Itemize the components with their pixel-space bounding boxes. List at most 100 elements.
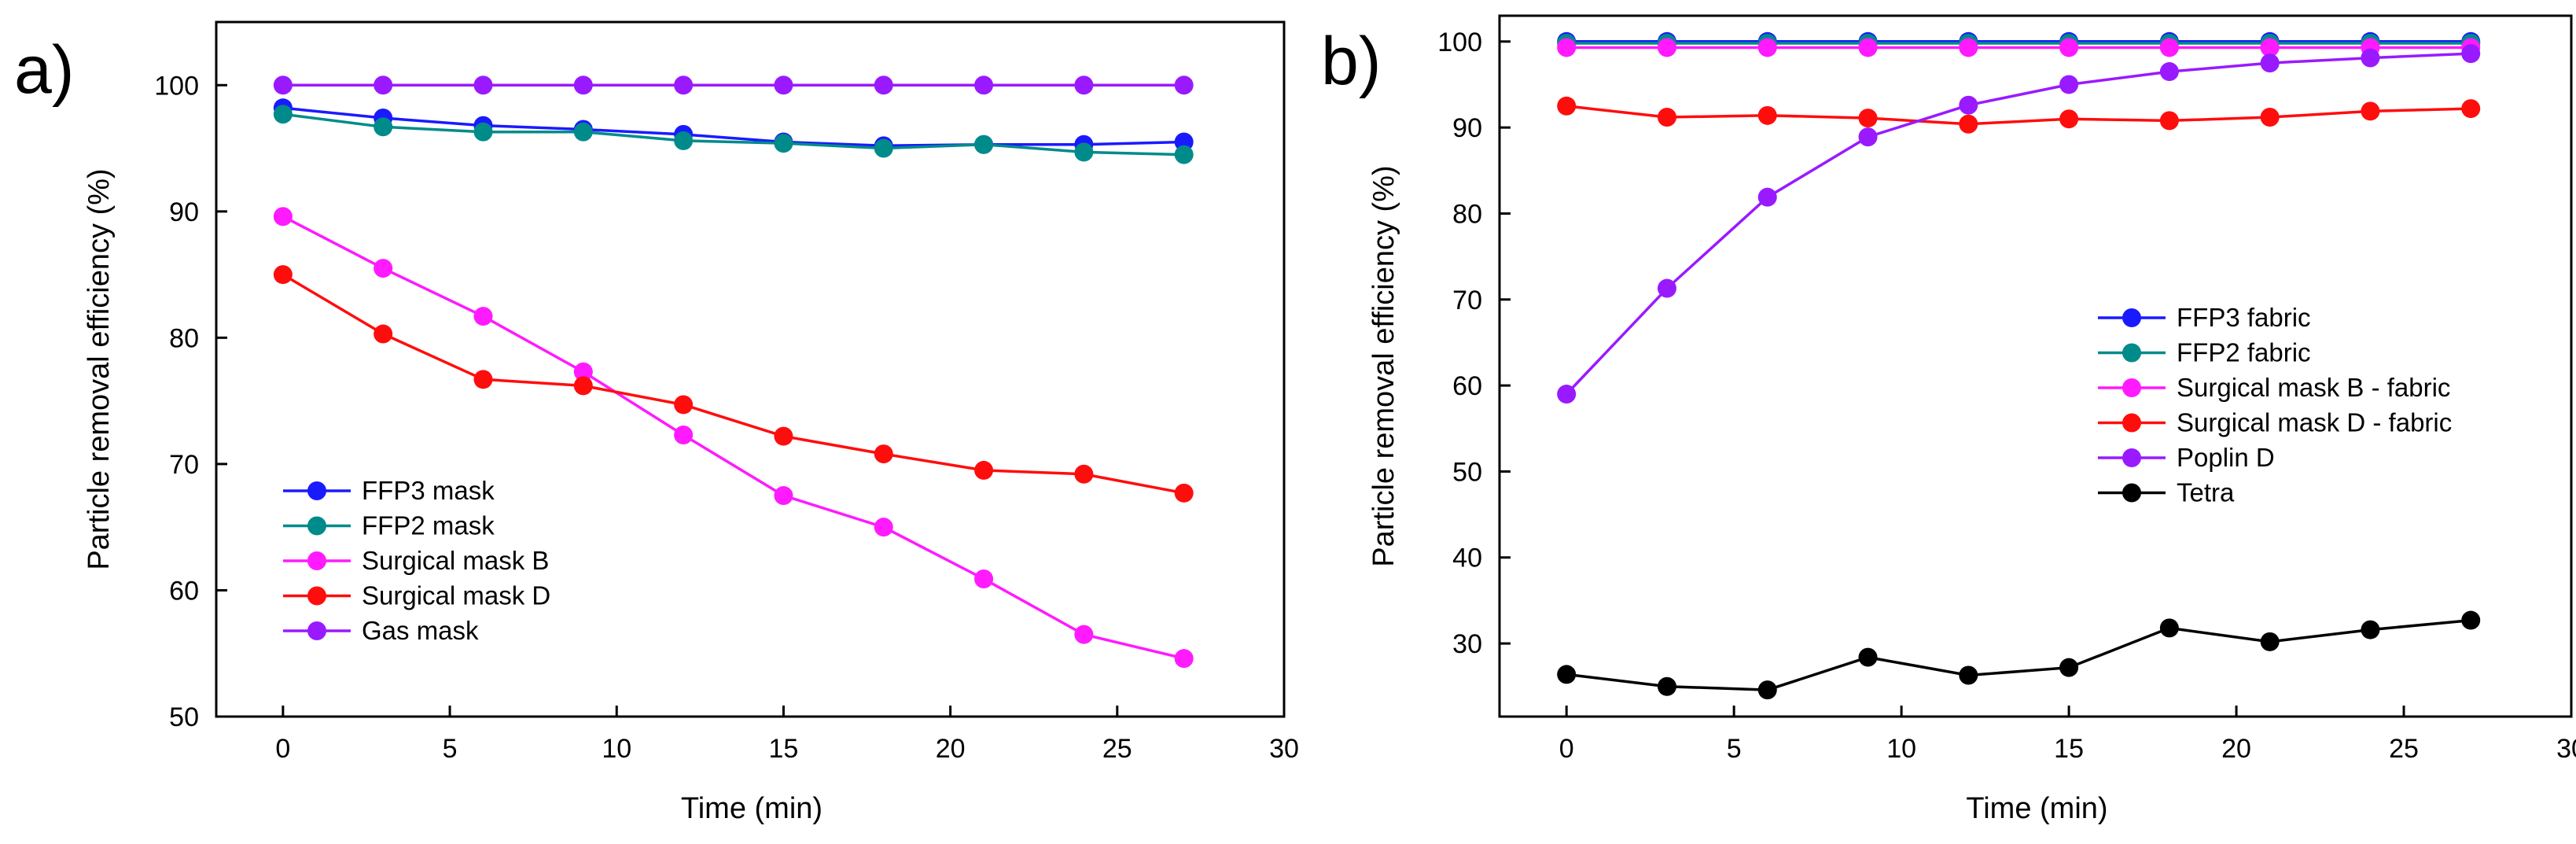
b-x-tick-label: 30 xyxy=(2556,734,2576,764)
a-x-tick-label: 30 xyxy=(1269,734,1299,764)
b-data-point xyxy=(2059,75,2079,94)
b-x-axis-title: Time (min) xyxy=(1966,792,2107,825)
b-y-tick-label: 70 xyxy=(1452,286,1482,315)
b-series-4 xyxy=(1557,44,2481,404)
a-data-point xyxy=(374,76,393,95)
a-data-point xyxy=(374,324,393,344)
b-data-point xyxy=(1858,109,1878,128)
b-series-1 xyxy=(1557,33,2481,53)
b-x-tick-label: 5 xyxy=(1727,734,1742,764)
a-y-tick-label: 100 xyxy=(154,71,199,101)
b-legend-label: Poplin D xyxy=(2177,443,2275,472)
a-data-point xyxy=(473,370,493,389)
b-data-point xyxy=(2361,101,2380,121)
b-data-point xyxy=(2461,44,2481,64)
b-x-tick-label: 15 xyxy=(2054,734,2084,764)
b-data-point xyxy=(1557,96,1577,116)
b-legend-marker xyxy=(2122,483,2141,503)
b-legend-marker xyxy=(2122,343,2141,363)
a-data-point xyxy=(1074,464,1094,484)
b-data-point xyxy=(2059,658,2079,677)
a-data-point xyxy=(1074,142,1094,162)
b-data-point xyxy=(1757,38,1777,57)
a-data-point xyxy=(573,362,593,381)
a-legend-label: FFP3 mask xyxy=(362,476,495,505)
a-data-point xyxy=(1074,625,1094,644)
panel-b: b) 0 5 10 15 20 25 30 30 40 50 60 70 80 90 100 Time (mi… xyxy=(1321,14,2576,825)
a-y-tick-label: 50 xyxy=(169,702,199,732)
b-legend-marker xyxy=(2122,413,2141,433)
b-data-point xyxy=(2260,632,2280,651)
b-data-point xyxy=(1657,676,1676,696)
a-x-tick-label: 25 xyxy=(1102,734,1132,764)
b-legend-marker xyxy=(2122,378,2141,397)
a-data-point xyxy=(1174,145,1194,164)
b-data-point xyxy=(2361,48,2380,68)
a-plot-frame xyxy=(215,20,1286,718)
b-legend-marker xyxy=(2122,308,2141,327)
b-x-tick-label: 20 xyxy=(2221,734,2251,764)
a-legend: FFP3 mask FFP2 mask Surgical mask B Surgica… xyxy=(283,476,550,645)
b-x-tick-label: 10 xyxy=(1886,734,1916,764)
b-data-point xyxy=(1757,105,1777,125)
b-data-point xyxy=(1757,187,1777,207)
a-data-point xyxy=(573,122,593,142)
b-data-point xyxy=(1959,38,1978,57)
a-data-point xyxy=(874,518,893,537)
a-y-tick-label: 90 xyxy=(169,197,199,227)
b-data-point xyxy=(1657,38,1676,57)
b-data-point xyxy=(2159,62,2179,82)
a-data-point xyxy=(273,76,293,95)
b-data-point xyxy=(1858,127,1878,147)
b-data-point xyxy=(1858,647,1878,667)
b-plot-frame xyxy=(1498,14,2573,718)
b-data-point xyxy=(2059,109,2079,129)
a-data-point xyxy=(774,76,793,95)
a-data-point xyxy=(674,131,694,150)
b-data-point xyxy=(2159,111,2179,131)
a-legend-label: Gas mask xyxy=(362,616,479,645)
a-data-point xyxy=(573,376,593,396)
panel-b-letter: b) xyxy=(1321,24,1381,99)
a-series-0 xyxy=(273,98,1194,156)
a-y-tick-label: 70 xyxy=(169,450,199,480)
a-data-point xyxy=(1174,76,1194,95)
b-data-point xyxy=(2461,99,2481,119)
b-data-point xyxy=(1657,278,1676,298)
b-y-tick-label: 80 xyxy=(1452,199,1482,229)
a-x-tick-label: 0 xyxy=(275,734,290,764)
b-x-tick-label: 25 xyxy=(2389,734,2419,764)
b-y-tick-label: 40 xyxy=(1452,544,1482,573)
a-y-axis-title: Particle removal efficiency (%) xyxy=(83,168,116,569)
b-series-line xyxy=(1566,618,2471,691)
b-legend-label: FFP2 fabric xyxy=(2177,338,2311,367)
b-y-axis-title: Particle removal efficiency (%) xyxy=(1367,165,1400,566)
a-x-axis-title: Time (min) xyxy=(681,792,822,825)
b-legend-label: FFP3 fabric xyxy=(2177,303,2311,332)
a-data-point xyxy=(1174,649,1194,669)
b-y-tick-label: 50 xyxy=(1452,457,1482,487)
b-data-point xyxy=(1959,114,1978,134)
a-legend-marker xyxy=(307,481,326,500)
a-data-point xyxy=(874,138,893,158)
b-data-point xyxy=(2159,618,2179,638)
a-x-tick-label: 10 xyxy=(602,734,631,764)
b-data-point xyxy=(2159,38,2179,57)
b-legend-label: Tetra xyxy=(2177,478,2235,507)
a-data-point xyxy=(374,259,393,278)
a-data-point xyxy=(674,76,694,95)
b-legend-label: Surgical mask B - fabric xyxy=(2177,373,2450,402)
b-legend-marker xyxy=(2122,448,2141,467)
a-data-point xyxy=(874,76,893,95)
a-data-point xyxy=(573,76,593,95)
b-series-3 xyxy=(1557,96,2481,134)
a-data-point xyxy=(774,486,793,506)
b-data-point xyxy=(1557,385,1577,404)
a-legend-marker xyxy=(307,586,326,606)
a-data-point xyxy=(974,460,994,480)
a-data-point xyxy=(374,117,393,137)
a-data-point xyxy=(473,122,493,142)
a-data-point xyxy=(974,569,994,589)
a-data-point xyxy=(273,265,293,285)
